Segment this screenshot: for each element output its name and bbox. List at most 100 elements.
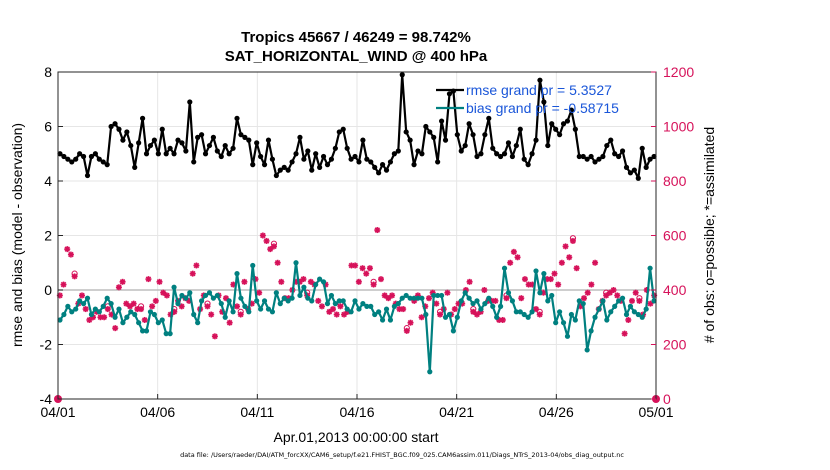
rmse-point: [442, 137, 449, 143]
rmse-point: [108, 123, 114, 130]
bias-point: [108, 301, 114, 307]
bias-point: [187, 290, 193, 296]
obs-star-stroke: [160, 289, 166, 296]
rmse-point: [120, 137, 126, 143]
obs-star-stroke: [308, 279, 314, 285]
rmse-point: [403, 129, 409, 135]
bias-point: [238, 295, 244, 301]
rmse-point: [364, 156, 370, 162]
obs-assimilated-marker: [632, 289, 639, 296]
obs-assimilated-marker: [547, 276, 554, 283]
rmse-point: [230, 145, 236, 151]
bias-point: [462, 290, 468, 296]
obs-assimilated-marker: [300, 276, 307, 283]
bias-point: [513, 309, 519, 315]
bias-point: [505, 290, 512, 296]
chart-title-line1: Tropics 45667 / 46249 = 98.742%: [241, 29, 471, 46]
rmse-layer: [57, 72, 657, 181]
rmse-point: [651, 153, 657, 160]
bias-point: [482, 301, 488, 307]
rmse-point: [171, 151, 177, 157]
obs-assimilated-marker: [514, 254, 521, 261]
rmse-point: [604, 142, 610, 149]
x-tick-label: 04/06: [140, 404, 175, 420]
rmse-point: [116, 126, 122, 132]
bias-point: [313, 281, 319, 288]
obs-star-stroke: [437, 311, 443, 318]
y-tick-label-left: 8: [44, 64, 52, 80]
obs-star-stroke: [178, 303, 185, 310]
rmse-point: [293, 151, 299, 157]
obs-star-stroke: [204, 303, 211, 310]
y-tick-label-right: 1200: [663, 64, 694, 80]
bias-point: [403, 292, 409, 299]
rmse-point: [269, 156, 276, 162]
rmse-point: [470, 132, 476, 138]
bias-point: [328, 292, 335, 299]
rmse-point: [372, 164, 378, 170]
bias-point: [490, 303, 496, 309]
obs-star-stroke: [274, 259, 281, 266]
bias-point: [470, 301, 476, 307]
rmse-point: [466, 121, 472, 127]
bias-point: [619, 295, 626, 301]
obs-star-stroke: [352, 262, 358, 269]
bias-point: [442, 314, 449, 320]
obs-star-stroke: [533, 306, 539, 312]
rmse-point: [202, 151, 209, 157]
obs-assimilated-marker: [403, 327, 410, 334]
rmse-point: [505, 140, 512, 146]
obs-star-stroke: [481, 287, 488, 293]
obs-assimilated-marker: [425, 295, 432, 302]
bias-point: [643, 306, 649, 312]
bias-point: [494, 314, 500, 320]
bias-point: [478, 306, 484, 312]
bias-point: [179, 292, 185, 299]
bias-point: [104, 295, 110, 301]
rmse-point: [427, 129, 433, 135]
bias-point: [557, 309, 563, 315]
rmse-point: [238, 132, 244, 138]
obs-star-stroke: [156, 279, 163, 285]
bias-point: [588, 328, 594, 334]
bias-point: [218, 301, 224, 307]
rmse-point: [395, 148, 401, 154]
bias-point: [317, 276, 323, 282]
rmse-point: [490, 145, 496, 151]
rmse-point: [143, 151, 150, 157]
obs-star-stroke: [378, 276, 384, 282]
obs-star-stroke: [621, 330, 628, 337]
y-ticks-left: -4 -2 0 2 4 6 8: [40, 64, 63, 407]
obs-assimilated-marker: [610, 287, 617, 293]
rmse-point: [568, 107, 575, 113]
obs-assimilated-marker: [256, 289, 263, 296]
bias-point: [65, 303, 71, 309]
obs-assimilated-marker: [226, 319, 233, 326]
obs-star-stroke: [632, 289, 639, 296]
obs-star-stroke: [407, 319, 414, 326]
rmse-point: [462, 142, 468, 149]
bias-point: [572, 317, 578, 323]
rmse-point: [183, 148, 189, 154]
rmse-point: [360, 137, 366, 143]
rmse-point: [289, 159, 295, 165]
obs-star-stroke: [363, 270, 369, 277]
obs-assimilated-marker: [566, 254, 573, 261]
bias-point: [383, 306, 390, 312]
obs-star-stroke: [588, 281, 595, 288]
obs-assimilated-marker: [418, 314, 425, 321]
bias-point: [305, 295, 311, 301]
obs-assimilated-marker: [189, 270, 196, 277]
obs-star-stroke: [226, 319, 233, 326]
rmse-point: [446, 91, 453, 97]
bias-point: [57, 317, 63, 323]
bias-point: [191, 311, 197, 318]
obs-assimilated-marker: [451, 306, 458, 313]
obs-star-stroke: [208, 311, 214, 318]
obs-star-stroke: [636, 298, 643, 304]
bias-point: [466, 295, 472, 301]
rmse-point: [600, 153, 606, 160]
rmse-point: [545, 142, 551, 149]
obs-assimilated-marker: [259, 232, 266, 239]
bias-point: [376, 309, 382, 315]
